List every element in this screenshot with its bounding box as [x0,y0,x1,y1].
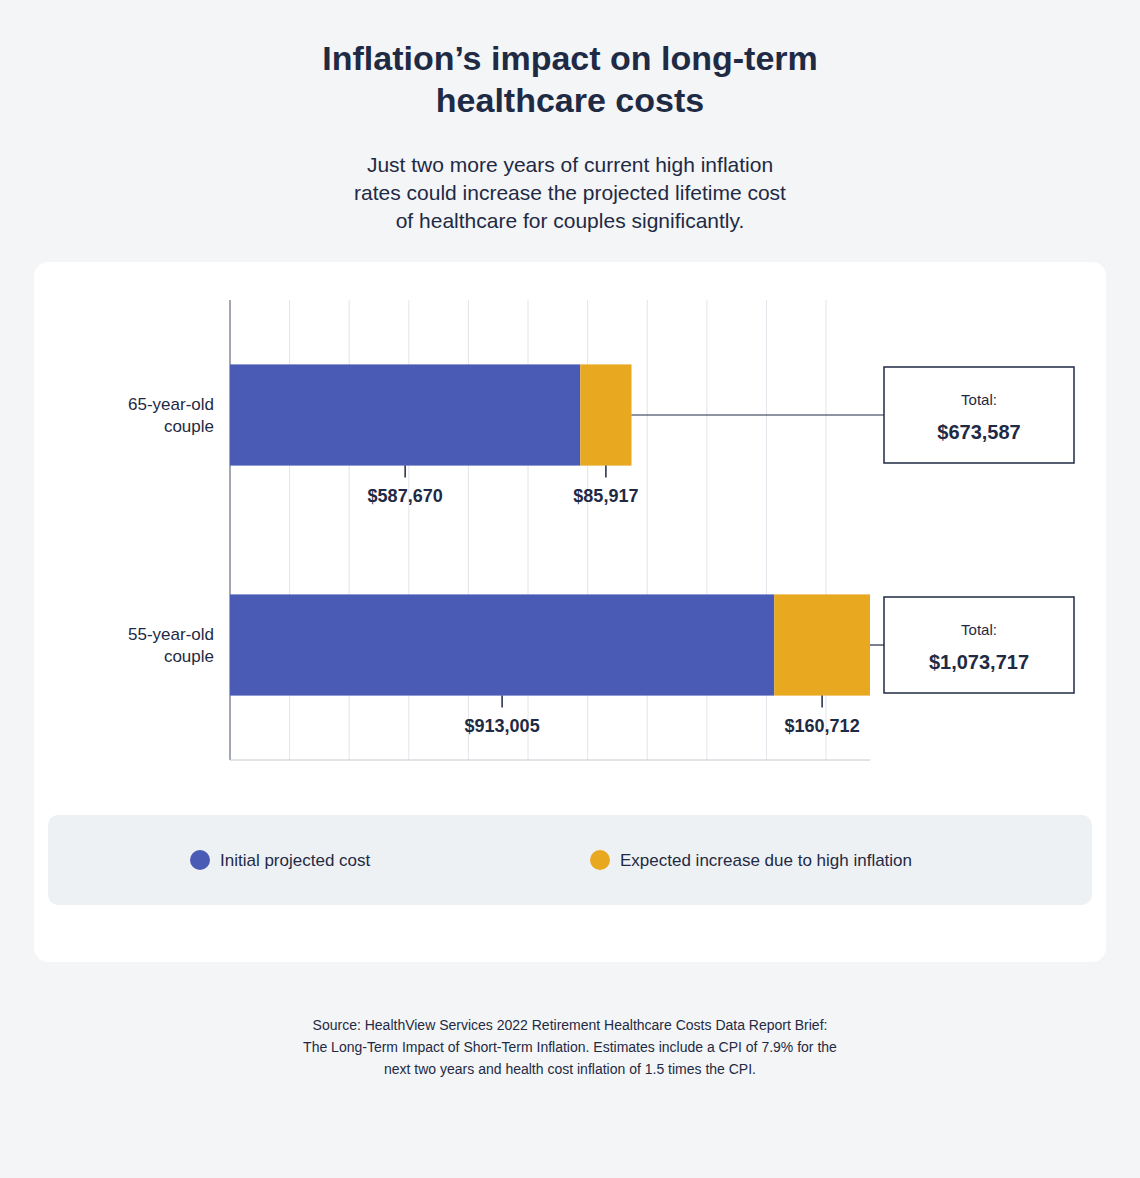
total-caption: Total: [961,391,997,408]
x-axis-line [230,760,870,761]
label-tick [404,466,406,478]
chart: Inflation’s impact on long-term healthcar… [0,0,1140,1178]
bar [774,594,870,695]
legend-swatch [190,850,210,870]
totals: Total: $673,587 Total: $1,073,717 [631,367,1074,693]
total-caption: Total: [961,621,997,638]
bar [580,364,631,465]
label-tick [501,696,503,708]
background [0,0,1140,1178]
category-label: 65-year-old couple [128,395,214,436]
card [34,262,1106,962]
text-line: couple [164,417,214,436]
title: Inflation’s impact on long-term healthcar… [322,39,818,119]
text-line: 55-year-old [128,625,214,644]
label-tick [821,696,823,708]
label-tick [605,466,607,478]
data-label: $913,005 [465,716,540,736]
grid [230,300,826,760]
category-label: 55-year-old couple [128,625,214,666]
legend: Initial projected cost Expected increase … [48,815,1092,905]
total-value: $1,073,717 [929,651,1029,673]
total-connector [870,644,884,645]
text-line: next two years and health cost inflation… [384,1061,756,1077]
legend-label: Expected increase due to high inflation [620,851,912,870]
text-line: of healthcare for couples significantly. [396,209,745,232]
data-label: $160,712 [785,716,860,736]
text-line: healthcare costs [436,81,704,119]
legend-background [48,815,1092,905]
subtitle: Just two more years of current high infl… [354,153,786,232]
legend-swatch [590,850,610,870]
text-line: couple [164,647,214,666]
source: Source: HealthView Services 2022 Retirem… [303,1017,837,1077]
text-line: Source: HealthView Services 2022 Retirem… [313,1017,828,1033]
text-line: 65-year-old [128,395,214,414]
bars [230,364,870,695]
data-label: $85,917 [573,486,638,506]
bar [230,364,580,465]
total-value: $673,587 [937,421,1020,443]
total-connector [631,414,884,415]
bar [230,594,774,695]
data-label: $587,670 [368,486,443,506]
text-line: Just two more years of current high infl… [367,153,773,176]
total-box [884,367,1074,463]
total-box [884,597,1074,693]
text-line: The Long-Term Impact of Short-Term Infla… [303,1039,837,1055]
data-labels: $587,670 $85,917 $913,005 $160,712 [368,466,860,736]
text-line: Inflation’s impact on long-term [322,39,818,77]
legend-label: Initial projected cost [220,851,371,870]
text-line: rates could increase the projected lifet… [354,181,786,204]
